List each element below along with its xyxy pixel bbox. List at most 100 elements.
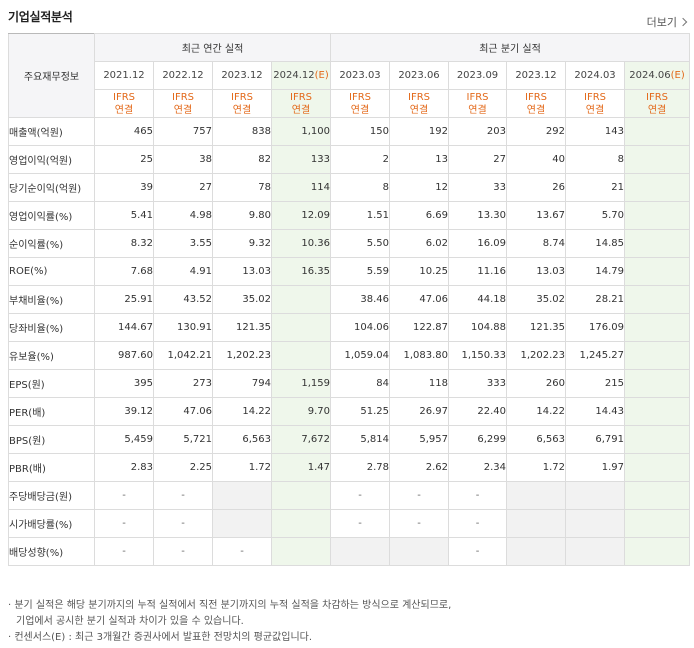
table-cell: 2.62 bbox=[389, 453, 449, 482]
table-cell: 794 bbox=[212, 369, 272, 398]
table-cell bbox=[623, 229, 691, 258]
table-row: 매출액(억원) 465 757 838 1,100 150 192 203 292 143 bbox=[8, 117, 691, 146]
table-cell: 12.09 bbox=[271, 201, 331, 230]
row-label: 시가배당률(%) bbox=[8, 509, 95, 538]
table-row: 영업이익(억원) 25 38 82 133 2 13 27 40 8 bbox=[8, 145, 691, 174]
table-cell: 838 bbox=[212, 117, 272, 146]
table-cell: 2.25 bbox=[153, 453, 213, 482]
table-cell: 260 bbox=[506, 369, 566, 398]
group-annual: 최근 연간 실적 bbox=[94, 33, 331, 62]
table-cell: 5,459 bbox=[94, 425, 154, 454]
consolidated-label: 연결 bbox=[647, 104, 667, 116]
table-cell: 22.40 bbox=[448, 397, 507, 426]
table-cell: - bbox=[212, 537, 272, 566]
row-label: 매출액(억원) bbox=[8, 117, 95, 146]
footnote-1: · 분기 실적은 해당 분기까지의 누적 실적에서 직전 분기까지의 누적 실적… bbox=[8, 600, 452, 611]
table-cell: 9.32 bbox=[212, 229, 272, 258]
table-cell: 1,083.80 bbox=[389, 341, 449, 370]
table-row: BPS(원) 5,459 5,721 6,563 7,672 5,814 5,957 6,29… bbox=[8, 425, 691, 454]
table-cell: 84 bbox=[330, 369, 390, 398]
ifrs-label: IFRS bbox=[349, 91, 371, 103]
table-cell bbox=[271, 341, 331, 370]
table-cell: 5,721 bbox=[153, 425, 213, 454]
table-row: 유보율(%) 987.60 1,042.21 1,202.23 1,059.04 1,08… bbox=[8, 341, 691, 370]
table-cell: 1,245.27 bbox=[565, 341, 625, 370]
table-cell: 215 bbox=[565, 369, 625, 398]
consolidated-label: 연결 bbox=[291, 104, 311, 116]
ifrs-label: IFRS bbox=[584, 91, 606, 103]
table-cell: 16.09 bbox=[448, 229, 507, 258]
table-cell: 130.91 bbox=[153, 313, 213, 342]
table-cell: 10.25 bbox=[389, 257, 449, 286]
period-header: 2023.06 bbox=[389, 61, 449, 90]
table-cell bbox=[330, 537, 390, 566]
row-label: 영업이익(억원) bbox=[8, 145, 95, 174]
table-row: 당기순이익(억원) 39 27 78 114 8 12 33 26 21 bbox=[8, 173, 691, 202]
table-cell: 4.98 bbox=[153, 201, 213, 230]
table-cell: - bbox=[94, 481, 154, 510]
table-cell bbox=[389, 537, 449, 566]
estimate-marker: (E) bbox=[314, 70, 329, 81]
table-cell bbox=[623, 341, 691, 370]
estimate-marker: (E) bbox=[670, 70, 685, 81]
ifrs-badge: IFRS 연결 bbox=[389, 89, 449, 118]
period-header: 2021.12 bbox=[94, 61, 154, 90]
table-cell: 176.09 bbox=[565, 313, 625, 342]
table-cell: 7,672 bbox=[271, 425, 331, 454]
ifrs-label: IFRS bbox=[466, 91, 489, 103]
row-label: 당좌비율(%) bbox=[8, 313, 95, 342]
table-row: 당좌비율(%) 144.67 130.91 121.35 104.06 122.87 104… bbox=[8, 313, 691, 342]
table-cell: 5,957 bbox=[389, 425, 449, 454]
table-cell: 1.97 bbox=[565, 453, 625, 482]
table-cell: 1,059.04 bbox=[330, 341, 390, 370]
table-cell bbox=[623, 425, 691, 454]
table-cell: 14.85 bbox=[565, 229, 625, 258]
table-cell: 38.46 bbox=[330, 285, 390, 314]
table-cell: 26 bbox=[506, 173, 566, 202]
table-cell: 3.55 bbox=[153, 229, 213, 258]
table-cell: 121.35 bbox=[212, 313, 272, 342]
ifrs-label: IFRS bbox=[231, 91, 253, 103]
more-link[interactable]: 더보기 bbox=[647, 14, 688, 30]
table-cell: - bbox=[94, 537, 154, 566]
table-cell: 114 bbox=[271, 173, 331, 202]
table-cell: - bbox=[153, 481, 213, 510]
table-cell: 14.22 bbox=[212, 397, 272, 426]
table-row: ROE(%) 7.68 4.91 13.03 16.35 5.59 10.25 11.16 13… bbox=[8, 257, 691, 286]
table-cell: 9.70 bbox=[271, 397, 331, 426]
table-cell bbox=[623, 145, 691, 174]
row-header-label: 주요재무정보 bbox=[8, 33, 95, 118]
table-cell: 1,150.33 bbox=[448, 341, 507, 370]
table-cell: 121.35 bbox=[506, 313, 566, 342]
row-label: ROE(%) bbox=[8, 257, 95, 286]
ifrs-badge: IFRS 연결 bbox=[153, 89, 213, 118]
consolidated-label: 연결 bbox=[350, 104, 370, 116]
table-row: EPS(원) 395 273 794 1,159 84 118 333 260 215 bbox=[8, 369, 691, 398]
table-cell bbox=[623, 453, 691, 482]
row-label: BPS(원) bbox=[8, 425, 95, 454]
table-cell: 292 bbox=[506, 117, 566, 146]
table-cell: 192 bbox=[389, 117, 449, 146]
table-cell bbox=[623, 397, 691, 426]
table-cell: 14.79 bbox=[565, 257, 625, 286]
consolidated-label: 연결 bbox=[409, 104, 429, 116]
table-cell bbox=[565, 509, 625, 538]
period-header: 2023.09 bbox=[448, 61, 507, 90]
table-cell: 7.68 bbox=[94, 257, 154, 286]
ifrs-label: IFRS bbox=[113, 91, 135, 103]
table-cell: 25.91 bbox=[94, 285, 154, 314]
table-cell: 26.97 bbox=[389, 397, 449, 426]
row-label: 배당성향(%) bbox=[8, 537, 95, 566]
table-row: 영업이익률(%) 5.41 4.98 9.80 12.09 1.51 6.69 13.30 13… bbox=[8, 201, 691, 230]
table-cell: 47.06 bbox=[153, 397, 213, 426]
table-cell bbox=[623, 509, 691, 538]
table-cell bbox=[623, 537, 691, 566]
period-base: 2024.12 bbox=[273, 70, 315, 81]
consolidated-label: 연결 bbox=[173, 104, 193, 116]
table-cell: 395 bbox=[94, 369, 154, 398]
table-cell: 6,563 bbox=[212, 425, 272, 454]
table-cell: 1.72 bbox=[212, 453, 272, 482]
table-cell bbox=[271, 481, 331, 510]
table-cell: 987.60 bbox=[94, 341, 154, 370]
table-cell: 118 bbox=[389, 369, 449, 398]
